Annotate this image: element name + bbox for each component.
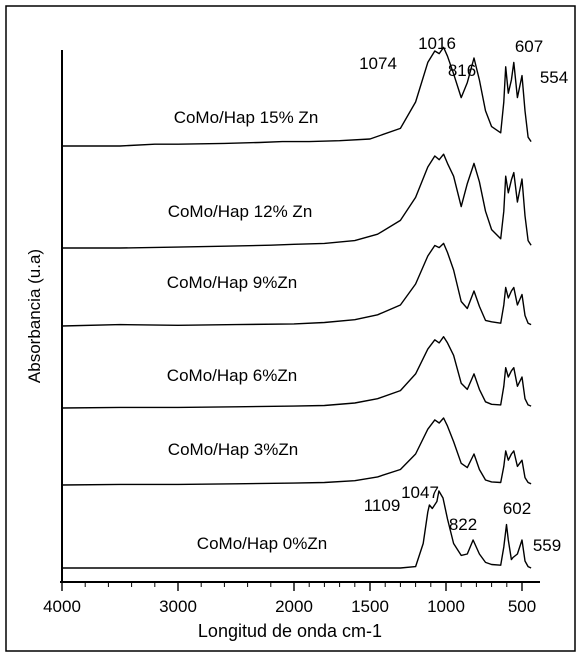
x-tick-label: 2000: [275, 597, 313, 616]
peak-label: 602: [503, 499, 531, 518]
series-line: [62, 46, 532, 147]
x-tick-label: 500: [508, 597, 536, 616]
peak-label: 816: [448, 61, 476, 80]
x-axis-tick-labels: 4000 3000 2000 1500 1000 500: [43, 597, 536, 616]
peak-label: 1047: [401, 483, 439, 502]
x-tick-label: 1500: [351, 597, 389, 616]
peak-label: 554: [540, 68, 568, 87]
series-lines: [61, 46, 532, 569]
figure-border: [5, 5, 576, 652]
series-line: [61, 417, 532, 486]
series-label: CoMo/Hap 15% Zn: [174, 108, 319, 127]
series-line: [61, 336, 532, 409]
peak-label: 1016: [418, 34, 456, 53]
series-label: CoMo/Hap 9%Zn: [167, 273, 297, 292]
peak-label: 1109: [364, 496, 401, 515]
peak-label: 1074: [359, 54, 397, 73]
series-labels: CoMo/Hap 15% Zn CoMo/Hap 12% Zn CoMo/Hap 9…: [167, 108, 327, 553]
series-label: CoMo/Hap 0%Zn: [197, 534, 327, 553]
peak-label: 559: [533, 536, 561, 555]
x-axis-label: Longitud de onda cm-1: [198, 621, 382, 641]
peak-label: 607: [515, 37, 543, 56]
x-axis-ticks: [61, 582, 523, 591]
series-line: [62, 490, 532, 569]
x-tick-label: 1000: [427, 597, 465, 616]
x-tick-label: 3000: [159, 597, 197, 616]
series-line: [62, 153, 532, 249]
peak-label: 822: [449, 515, 477, 534]
x-tick-label: 4000: [43, 597, 81, 616]
series-line: [61, 242, 532, 327]
series-label: CoMo/Hap 12% Zn: [168, 202, 313, 221]
series-label: CoMo/Hap 6%Zn: [167, 366, 297, 385]
y-axis-label: Absorbancia (u.a): [25, 249, 44, 383]
series-label: CoMo/Hap 3%Zn: [168, 440, 298, 459]
